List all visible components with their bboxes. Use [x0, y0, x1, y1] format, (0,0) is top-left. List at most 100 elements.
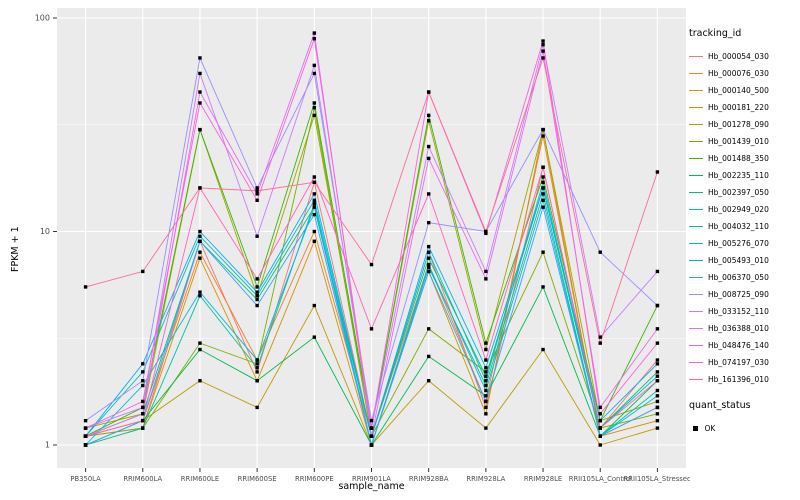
data-point: [541, 165, 545, 169]
data-point: [255, 192, 259, 196]
legend-key-line-icon: [689, 294, 703, 295]
legend-label: Hb_005493_010: [708, 256, 769, 265]
data-point: [198, 71, 202, 76]
legend-item: Hb_000076_030: [689, 65, 800, 82]
data-point: [312, 303, 317, 308]
data-point: [484, 388, 488, 393]
x-tick-label: RRIM600LE: [181, 475, 219, 483]
data-point: [484, 229, 488, 234]
data-point: [312, 229, 317, 234]
data-point: [541, 192, 545, 196]
data-point: [141, 418, 145, 423]
data-point: [255, 370, 259, 374]
data-point: [198, 234, 202, 238]
data-point: [141, 405, 145, 410]
legend-label: Hb_002949_020: [708, 205, 769, 214]
data-point: [484, 405, 488, 410]
legend-label: Hb_001488_350: [708, 154, 769, 163]
x-tick-label: PB350LA: [70, 475, 101, 483]
data-point: [541, 285, 545, 289]
data-point: [369, 443, 374, 447]
data-point: [655, 379, 660, 383]
data-point: [426, 119, 431, 123]
legend-label: Hb_004032_110: [708, 222, 769, 231]
data-point: [426, 144, 431, 149]
legend-label: Hb_005276_070: [708, 239, 769, 248]
data-point: [141, 399, 145, 404]
data-point: [598, 418, 602, 423]
data-point: [655, 388, 660, 393]
data-point: [312, 63, 317, 68]
legend-item: Hb_002949_020: [689, 201, 800, 218]
legend-label: Hb_000181_220: [708, 103, 769, 112]
data-point: [198, 239, 202, 243]
data-point: [255, 405, 259, 410]
legend-label: Hb_036388_010: [708, 324, 769, 333]
x-tick-label: RRIM600LA: [123, 475, 162, 483]
data-point: [255, 189, 259, 193]
data-point: [312, 198, 317, 203]
data-point: [198, 294, 202, 298]
data-point: [655, 303, 660, 308]
data-point: [598, 405, 602, 410]
data-point: [655, 370, 660, 374]
data-point: [312, 212, 317, 217]
legend-label: Hb_000140_500: [708, 86, 769, 95]
data-point: [484, 412, 488, 416]
data-point: [141, 362, 145, 366]
data-point: [655, 362, 660, 366]
data-point: [255, 297, 259, 302]
data-point: [198, 256, 202, 260]
data-point: [655, 399, 660, 404]
data-point: [312, 175, 317, 179]
data-point: [655, 394, 660, 398]
legend-label: Hb_001439_010: [708, 137, 769, 146]
legend-item: Hb_000181_220: [689, 99, 800, 116]
legend-key-line-icon: [689, 379, 703, 380]
legend-item: Hb_008725_090: [689, 286, 800, 303]
data-point: [426, 265, 431, 269]
data-point: [141, 269, 145, 274]
data-point: [426, 156, 431, 161]
legend-item: Hb_005276_070: [689, 235, 800, 252]
data-point: [541, 250, 545, 254]
legend-title-tracking-id: tracking_id: [689, 28, 742, 39]
data-point: [83, 426, 88, 430]
data-point: [255, 366, 259, 370]
data-point: [312, 192, 317, 196]
x-tick-label: RRIM600PE: [295, 475, 334, 483]
data-point: [426, 250, 431, 254]
data-point: [541, 175, 545, 179]
data-point: [83, 434, 88, 438]
data-point: [484, 426, 488, 430]
legend-item: Hb_001488_350: [689, 150, 800, 167]
data-point: [312, 239, 317, 243]
y-tick-label: 1: [45, 441, 50, 450]
data-point: [312, 36, 317, 41]
data-point: [484, 379, 488, 383]
data-point: [312, 101, 317, 105]
legend-key-line-icon: [689, 226, 703, 227]
data-point: [312, 180, 317, 184]
legend-item: Hb_006370_050: [689, 269, 800, 286]
x-tick-label: RRIM928BA: [409, 475, 449, 483]
data-point: [198, 347, 202, 352]
data-point: [198, 250, 202, 254]
x-tick-label: RRIM600SE: [238, 475, 277, 483]
data-point: [426, 244, 431, 249]
data-point: [655, 269, 660, 274]
data-point: [141, 379, 145, 383]
legend-label: OK: [704, 424, 716, 433]
data-point: [484, 341, 488, 345]
data-point: [541, 347, 545, 352]
data-point: [312, 205, 317, 209]
legend-panel: tracking_id Hb_000054_030 Hb_000076_030 Hb…: [689, 0, 800, 437]
x-tick-label: RRII105LA_Stressed: [624, 475, 690, 483]
legend-label: Hb_001278_090: [708, 120, 769, 129]
x-axis-title: sample_name: [338, 481, 405, 492]
legend-item: Hb_033152_110: [689, 303, 800, 320]
data-point: [598, 434, 602, 438]
data-point: [426, 220, 431, 225]
data-point: [484, 374, 488, 378]
data-point: [83, 443, 88, 447]
